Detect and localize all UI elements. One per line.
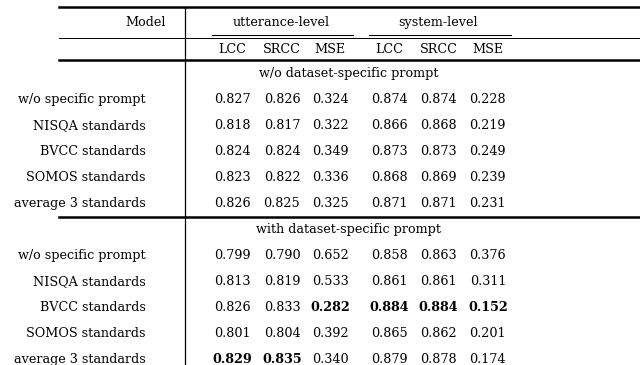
Text: 0.652: 0.652 [312,249,349,262]
Text: 0.822: 0.822 [264,171,300,184]
Text: system-level: system-level [399,16,478,30]
Text: 0.813: 0.813 [214,275,251,288]
Text: 0.874: 0.874 [420,93,457,106]
Text: MSE: MSE [472,43,504,55]
Text: 0.819: 0.819 [264,275,300,288]
Text: w/o specific prompt: w/o specific prompt [18,249,146,262]
Text: 0.879: 0.879 [371,353,408,365]
Text: 0.349: 0.349 [312,145,348,158]
Text: average 3 standards: average 3 standards [14,197,146,210]
Text: 0.818: 0.818 [214,119,251,132]
Text: 0.827: 0.827 [214,93,251,106]
Text: 0.868: 0.868 [420,119,457,132]
Text: 0.871: 0.871 [371,197,408,210]
Text: Model: Model [125,16,166,30]
Text: SOMOS standards: SOMOS standards [26,171,146,184]
Text: 0.871: 0.871 [420,197,457,210]
Text: utterance-level: utterance-level [233,16,330,30]
Text: 0.340: 0.340 [312,353,348,365]
Text: 0.884: 0.884 [369,301,409,314]
Text: 0.833: 0.833 [264,301,300,314]
Text: 0.201: 0.201 [470,327,506,341]
Text: 0.874: 0.874 [371,93,408,106]
Text: SOMOS standards: SOMOS standards [26,327,146,341]
Text: w/o specific prompt: w/o specific prompt [18,93,146,106]
Text: 0.823: 0.823 [214,171,251,184]
Text: average 3 standards: average 3 standards [14,353,146,365]
Text: 0.824: 0.824 [264,145,300,158]
Text: w/o dataset-specific prompt: w/o dataset-specific prompt [259,67,438,80]
Text: 0.152: 0.152 [468,301,508,314]
Text: 0.826: 0.826 [214,301,251,314]
Text: 0.878: 0.878 [420,353,457,365]
Text: 0.311: 0.311 [470,275,506,288]
Text: LCC: LCC [375,43,403,55]
Text: 0.826: 0.826 [264,93,300,106]
Text: 0.790: 0.790 [264,249,300,262]
Text: 0.865: 0.865 [371,327,408,341]
Text: BVCC standards: BVCC standards [40,145,146,158]
Text: 0.228: 0.228 [470,93,506,106]
Text: 0.219: 0.219 [470,119,506,132]
Text: 0.801: 0.801 [214,327,251,341]
Text: 0.861: 0.861 [371,275,408,288]
Text: 0.861: 0.861 [420,275,457,288]
Text: 0.336: 0.336 [312,171,348,184]
Text: 0.858: 0.858 [371,249,408,262]
Text: NISQA standards: NISQA standards [33,119,146,132]
Text: 0.884: 0.884 [419,301,458,314]
Text: 0.392: 0.392 [312,327,348,341]
Text: 0.322: 0.322 [312,119,348,132]
Text: 0.804: 0.804 [264,327,300,341]
Text: 0.325: 0.325 [312,197,349,210]
Text: 0.249: 0.249 [470,145,506,158]
Text: 0.829: 0.829 [213,353,253,365]
Text: 0.862: 0.862 [420,327,457,341]
Text: 0.868: 0.868 [371,171,408,184]
Text: 0.826: 0.826 [214,197,251,210]
Text: MSE: MSE [314,43,346,55]
Text: 0.866: 0.866 [371,119,408,132]
Text: 0.174: 0.174 [470,353,506,365]
Text: NISQA standards: NISQA standards [33,275,146,288]
Text: 0.873: 0.873 [371,145,408,158]
Text: 0.835: 0.835 [262,353,302,365]
Text: 0.239: 0.239 [470,171,506,184]
Text: SRCC: SRCC [420,43,458,55]
Text: 0.231: 0.231 [470,197,506,210]
Text: 0.282: 0.282 [310,301,350,314]
Text: 0.825: 0.825 [264,197,300,210]
Text: 0.863: 0.863 [420,249,457,262]
Text: 0.869: 0.869 [420,171,457,184]
Text: LCC: LCC [219,43,246,55]
Text: 0.799: 0.799 [214,249,251,262]
Text: 0.824: 0.824 [214,145,251,158]
Text: BVCC standards: BVCC standards [40,301,146,314]
Text: 0.817: 0.817 [264,119,300,132]
Text: SRCC: SRCC [263,43,301,55]
Text: with dataset-specific prompt: with dataset-specific prompt [256,223,441,236]
Text: 0.533: 0.533 [312,275,349,288]
Text: 0.324: 0.324 [312,93,348,106]
Text: 0.873: 0.873 [420,145,457,158]
Text: 0.376: 0.376 [470,249,506,262]
